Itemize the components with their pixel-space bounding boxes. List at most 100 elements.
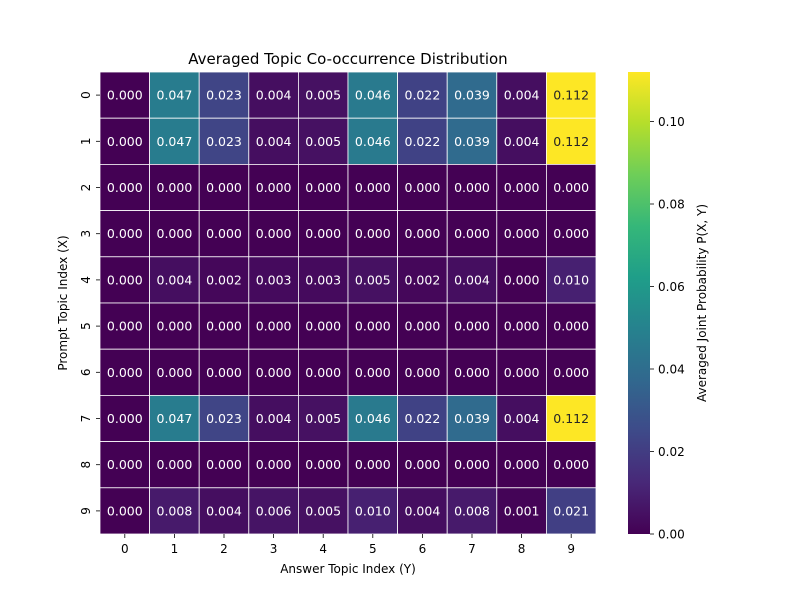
heatmap-cell	[397, 394, 448, 442]
y-tick-label: 0	[79, 91, 93, 99]
cell-value-label: 0.000	[107, 226, 143, 241]
cell-value-label: 0.000	[454, 457, 490, 472]
heatmap-cell	[99, 487, 150, 535]
cell-value-label: 0.005	[305, 503, 341, 518]
cell-value-label: 0.002	[206, 272, 242, 287]
cell-value-label: 0.000	[405, 180, 441, 195]
heatmap-cell	[297, 394, 349, 442]
cell-value-label: 0.023	[206, 134, 242, 149]
cell-value-label: 0.000	[405, 319, 441, 334]
cell-value-label: 0.000	[206, 457, 242, 472]
colorbar-gradient	[628, 72, 650, 534]
heatmap-cell	[297, 441, 349, 489]
colorbar-tick-label: 0.06	[658, 280, 685, 294]
cell-value-label: 0.010	[553, 272, 589, 287]
cell-value-label: 0.003	[305, 272, 341, 287]
cell-value-label: 0.000	[405, 226, 441, 241]
heatmap-cell	[297, 487, 349, 535]
heatmap-cell	[496, 117, 547, 165]
x-tick-label: 0	[121, 542, 129, 556]
heatmap-cell	[248, 302, 299, 350]
cell-value-label: 0.021	[553, 503, 589, 518]
colorbar-tick-label: 0.00	[658, 528, 685, 542]
y-tick-label: 2	[79, 184, 93, 192]
heatmap-cell	[446, 117, 498, 165]
cell-value-label: 0.000	[405, 457, 441, 472]
heatmap-cell	[397, 441, 448, 489]
heatmap-cell	[446, 441, 498, 489]
cell-value-label: 0.000	[305, 365, 341, 380]
cell-value-label: 0.000	[504, 457, 540, 472]
cell-value-label: 0.000	[305, 226, 341, 241]
y-tick-label: 1	[79, 137, 93, 145]
cell-value-label: 0.004	[504, 411, 540, 426]
x-tick-label: 8	[518, 542, 526, 556]
cell-value-label: 0.047	[157, 134, 193, 149]
cell-value-label: 0.047	[157, 411, 193, 426]
cell-value-label: 0.000	[157, 319, 193, 334]
cell-value-label: 0.000	[405, 365, 441, 380]
heatmap-cell	[347, 487, 398, 535]
cell-value-label: 0.000	[256, 226, 292, 241]
heatmap-cell	[496, 487, 547, 535]
heatmap-cell	[397, 348, 448, 396]
x-axis-label: Answer Topic Index (Y)	[280, 562, 416, 576]
y-axis-label: Prompt Topic Index (X)	[56, 235, 70, 370]
heatmap-cell	[546, 163, 597, 211]
heatmap-cell	[347, 256, 398, 304]
heatmap-cell	[347, 117, 398, 165]
cell-value-label: 0.005	[305, 88, 341, 103]
heatmap-cell	[546, 348, 597, 396]
cell-value-label: 0.000	[107, 411, 143, 426]
heatmap-cell	[496, 441, 547, 489]
cell-value-label: 0.000	[107, 134, 143, 149]
cell-value-label: 0.000	[454, 365, 490, 380]
cell-value-label: 0.000	[107, 319, 143, 334]
cell-value-label: 0.039	[454, 134, 490, 149]
cell-value-label: 0.000	[355, 365, 391, 380]
x-axis-ticks: 0 1 2 3 4 5 6 7 8 9	[121, 534, 575, 556]
heatmap-cell	[446, 348, 498, 396]
y-tick-label: 5	[79, 322, 93, 330]
heatmap-cell	[297, 302, 349, 350]
heatmap-cell	[297, 256, 349, 304]
heatmap-cell	[446, 394, 498, 442]
cell-value-label: 0.004	[256, 134, 292, 149]
cell-value-label: 0.000	[256, 319, 292, 334]
cell-value-label: 0.000	[157, 180, 193, 195]
cell-value-label: 0.000	[107, 88, 143, 103]
x-tick-label: 1	[171, 542, 179, 556]
heatmap-cell	[149, 117, 200, 165]
x-tick-label: 9	[567, 542, 575, 556]
heatmap-cells: 0.000 0.047 0.023 0.004 0.005 0.046 0.022 0.039…	[99, 71, 597, 535]
heatmap-cell	[248, 441, 299, 489]
cell-value-label: 0.008	[454, 503, 490, 518]
cell-value-label: 0.000	[553, 365, 589, 380]
colorbar-tick-label: 0.04	[658, 363, 685, 377]
cell-value-label: 0.000	[454, 180, 490, 195]
cell-value-label: 0.002	[405, 272, 441, 287]
cell-value-label: 0.000	[504, 180, 540, 195]
cell-value-label: 0.000	[504, 272, 540, 287]
cell-value-label: 0.010	[355, 503, 391, 518]
cell-value-label: 0.004	[206, 503, 242, 518]
heatmap-cell	[99, 348, 150, 396]
cell-value-label: 0.000	[107, 503, 143, 518]
colorbar-tick-label: 0.10	[658, 115, 685, 129]
cell-value-label: 0.000	[355, 180, 391, 195]
heatmap-cell	[248, 394, 299, 442]
cell-value-label: 0.022	[405, 411, 441, 426]
heatmap-cell	[248, 487, 299, 535]
heatmap-cell	[198, 441, 250, 489]
cell-value-label: 0.000	[256, 365, 292, 380]
x-tick-label: 2	[220, 542, 228, 556]
heatmap-cell	[248, 117, 299, 165]
heatmap-cell	[347, 348, 398, 396]
cell-value-label: 0.000	[107, 180, 143, 195]
cell-value-label: 0.023	[206, 88, 242, 103]
heatmap-cell	[198, 256, 250, 304]
heatmap-cell	[99, 302, 150, 350]
x-tick-label: 3	[270, 542, 278, 556]
heatmap-cell	[99, 71, 150, 119]
y-tick-label: 6	[79, 368, 93, 376]
